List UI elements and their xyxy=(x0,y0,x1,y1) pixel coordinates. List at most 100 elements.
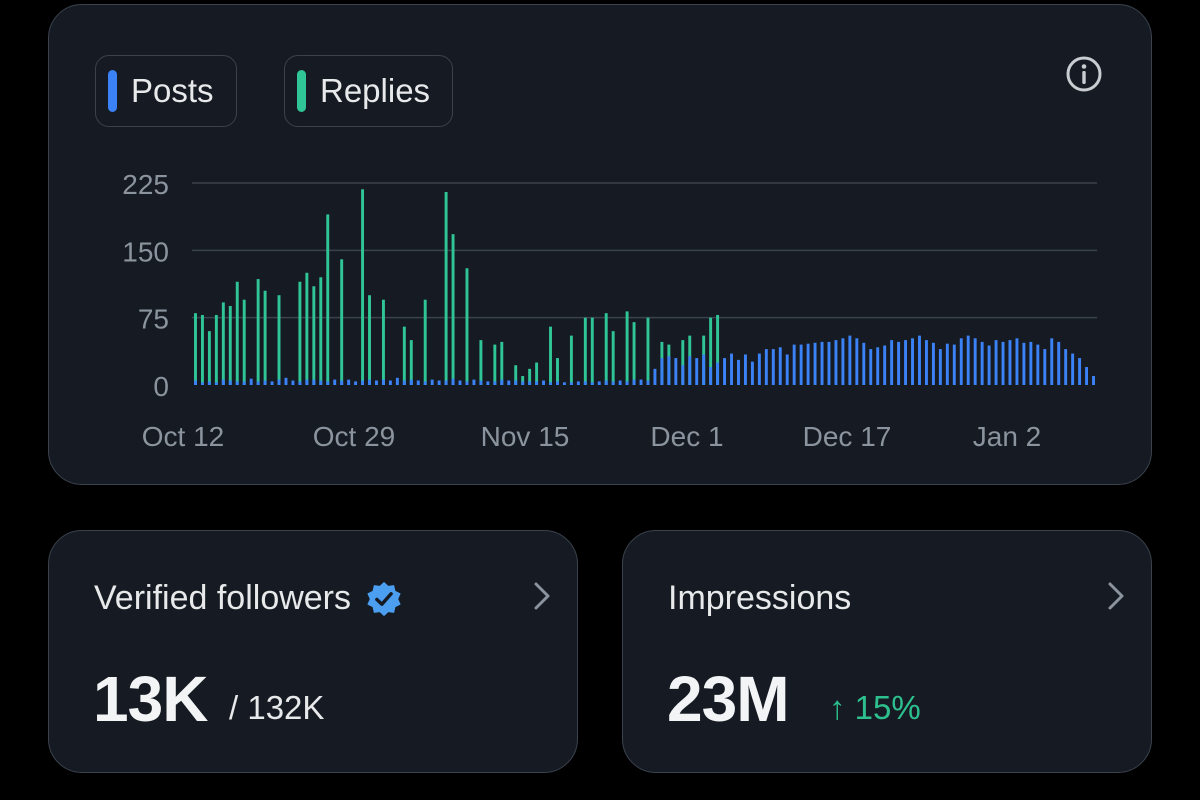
posts-swatch xyxy=(108,70,117,112)
replies-bar xyxy=(235,281,239,385)
posts-bar xyxy=(319,380,323,385)
posts-bar xyxy=(361,380,365,385)
replies-bar xyxy=(604,313,608,385)
replies-bar xyxy=(535,362,539,385)
posts-bar xyxy=(472,379,476,385)
replies-bar xyxy=(500,341,504,385)
posts-bar xyxy=(959,338,963,385)
posts-bar xyxy=(771,349,775,385)
replies-bar xyxy=(194,313,197,385)
posts-bar xyxy=(918,335,921,385)
posts-bar xyxy=(535,381,539,385)
posts-bar xyxy=(569,382,573,385)
replies-bar xyxy=(451,234,455,385)
impressions-title: Impressions xyxy=(668,579,852,617)
legend-posts-toggle[interactable]: Posts xyxy=(95,55,237,127)
replies-bar xyxy=(361,189,365,385)
impressions-title-row: Impressions xyxy=(668,579,851,618)
posts-bar xyxy=(486,381,490,385)
replies-bar xyxy=(549,326,552,385)
posts-bar xyxy=(945,343,949,385)
posts-bar xyxy=(702,354,706,385)
posts-bar xyxy=(1015,338,1019,385)
posts-bar xyxy=(1064,349,1068,385)
posts-bar xyxy=(465,381,469,385)
replies-bar xyxy=(298,281,302,385)
replies-bar xyxy=(625,311,629,385)
replies-bar xyxy=(200,314,204,385)
legend-replies-label: Replies xyxy=(320,72,431,109)
posts-bar xyxy=(1029,341,1033,385)
chevron-right-icon[interactable] xyxy=(1103,579,1129,613)
replies-bar xyxy=(569,335,573,385)
replies-bar xyxy=(709,317,713,385)
posts-bar xyxy=(1050,338,1054,385)
posts-bar xyxy=(444,380,448,385)
posts-bar xyxy=(423,381,427,385)
posts-bar xyxy=(207,381,211,385)
replies-bar xyxy=(312,286,316,385)
replies-bar xyxy=(277,295,281,385)
chevron-right-icon[interactable] xyxy=(529,579,555,613)
y-tick-label: 0 xyxy=(153,371,169,402)
posts-bar xyxy=(799,344,803,385)
replies-bar xyxy=(646,317,650,385)
impressions-card[interactable]: Impressions 23M ↑ 15% xyxy=(622,530,1152,773)
posts-bar xyxy=(256,381,260,385)
posts-bar xyxy=(395,377,399,385)
followers-title-row: Verified followers xyxy=(94,579,403,618)
posts-bar xyxy=(743,354,747,385)
posts-bar xyxy=(528,381,532,385)
posts-bar xyxy=(911,338,914,385)
replies-bar xyxy=(214,314,218,385)
posts-bar xyxy=(381,379,385,385)
posts-bar xyxy=(597,381,601,385)
posts-bar xyxy=(667,356,671,385)
posts-bar xyxy=(576,381,580,385)
posts-bar xyxy=(611,381,615,385)
posts-bar xyxy=(1092,376,1095,385)
replies-bar xyxy=(409,340,413,385)
posts-bar xyxy=(430,379,434,385)
posts-bar xyxy=(221,379,225,385)
activity-chart-card: Posts Replies 225 150 75 0 Oct 12 Oct 29 Nov 1… xyxy=(48,4,1152,485)
posts-bar xyxy=(848,335,852,385)
posts-bar xyxy=(194,380,197,385)
posts-bar xyxy=(562,382,566,385)
posts-bar xyxy=(876,347,880,385)
posts-bar xyxy=(200,382,204,385)
replies-bar xyxy=(423,299,427,385)
posts-bar xyxy=(924,340,928,385)
posts-bar xyxy=(1022,342,1026,385)
posts-bar xyxy=(987,345,991,385)
info-icon[interactable] xyxy=(1065,55,1103,93)
posts-bar xyxy=(1078,358,1082,385)
replies-bar xyxy=(528,368,532,385)
replies-bar xyxy=(381,299,385,385)
posts-bar xyxy=(730,353,733,385)
posts-bar xyxy=(841,338,845,385)
posts-bar xyxy=(270,381,274,385)
replies-bar xyxy=(556,358,559,385)
legend-replies-toggle[interactable]: Replies xyxy=(284,55,454,127)
posts-bar xyxy=(590,382,594,385)
x-tick-label: Dec 1 xyxy=(650,421,723,452)
posts-bar xyxy=(375,380,378,385)
posts-bar xyxy=(242,381,246,385)
replies-bar xyxy=(583,317,587,385)
activity-bar-chart: 225 150 75 0 Oct 12 Oct 29 Nov 15 Dec 1 Dec 17 Ja… xyxy=(122,169,1097,452)
posts-bar xyxy=(1043,349,1047,385)
impressions-delta: ↑ 15% xyxy=(829,689,921,726)
verified-followers-card[interactable]: Verified followers 13K / 132K xyxy=(48,530,578,773)
posts-bar xyxy=(1057,341,1061,385)
posts-bar xyxy=(507,380,511,385)
posts-bar xyxy=(416,380,420,385)
posts-bar xyxy=(688,356,692,385)
replies-bar xyxy=(242,299,246,385)
legend-posts-label: Posts xyxy=(131,72,214,109)
posts-bar xyxy=(1071,353,1075,385)
posts-bar xyxy=(1085,367,1089,385)
posts-bar xyxy=(604,380,608,385)
posts-bar xyxy=(750,361,754,385)
posts-bar xyxy=(1001,341,1005,385)
